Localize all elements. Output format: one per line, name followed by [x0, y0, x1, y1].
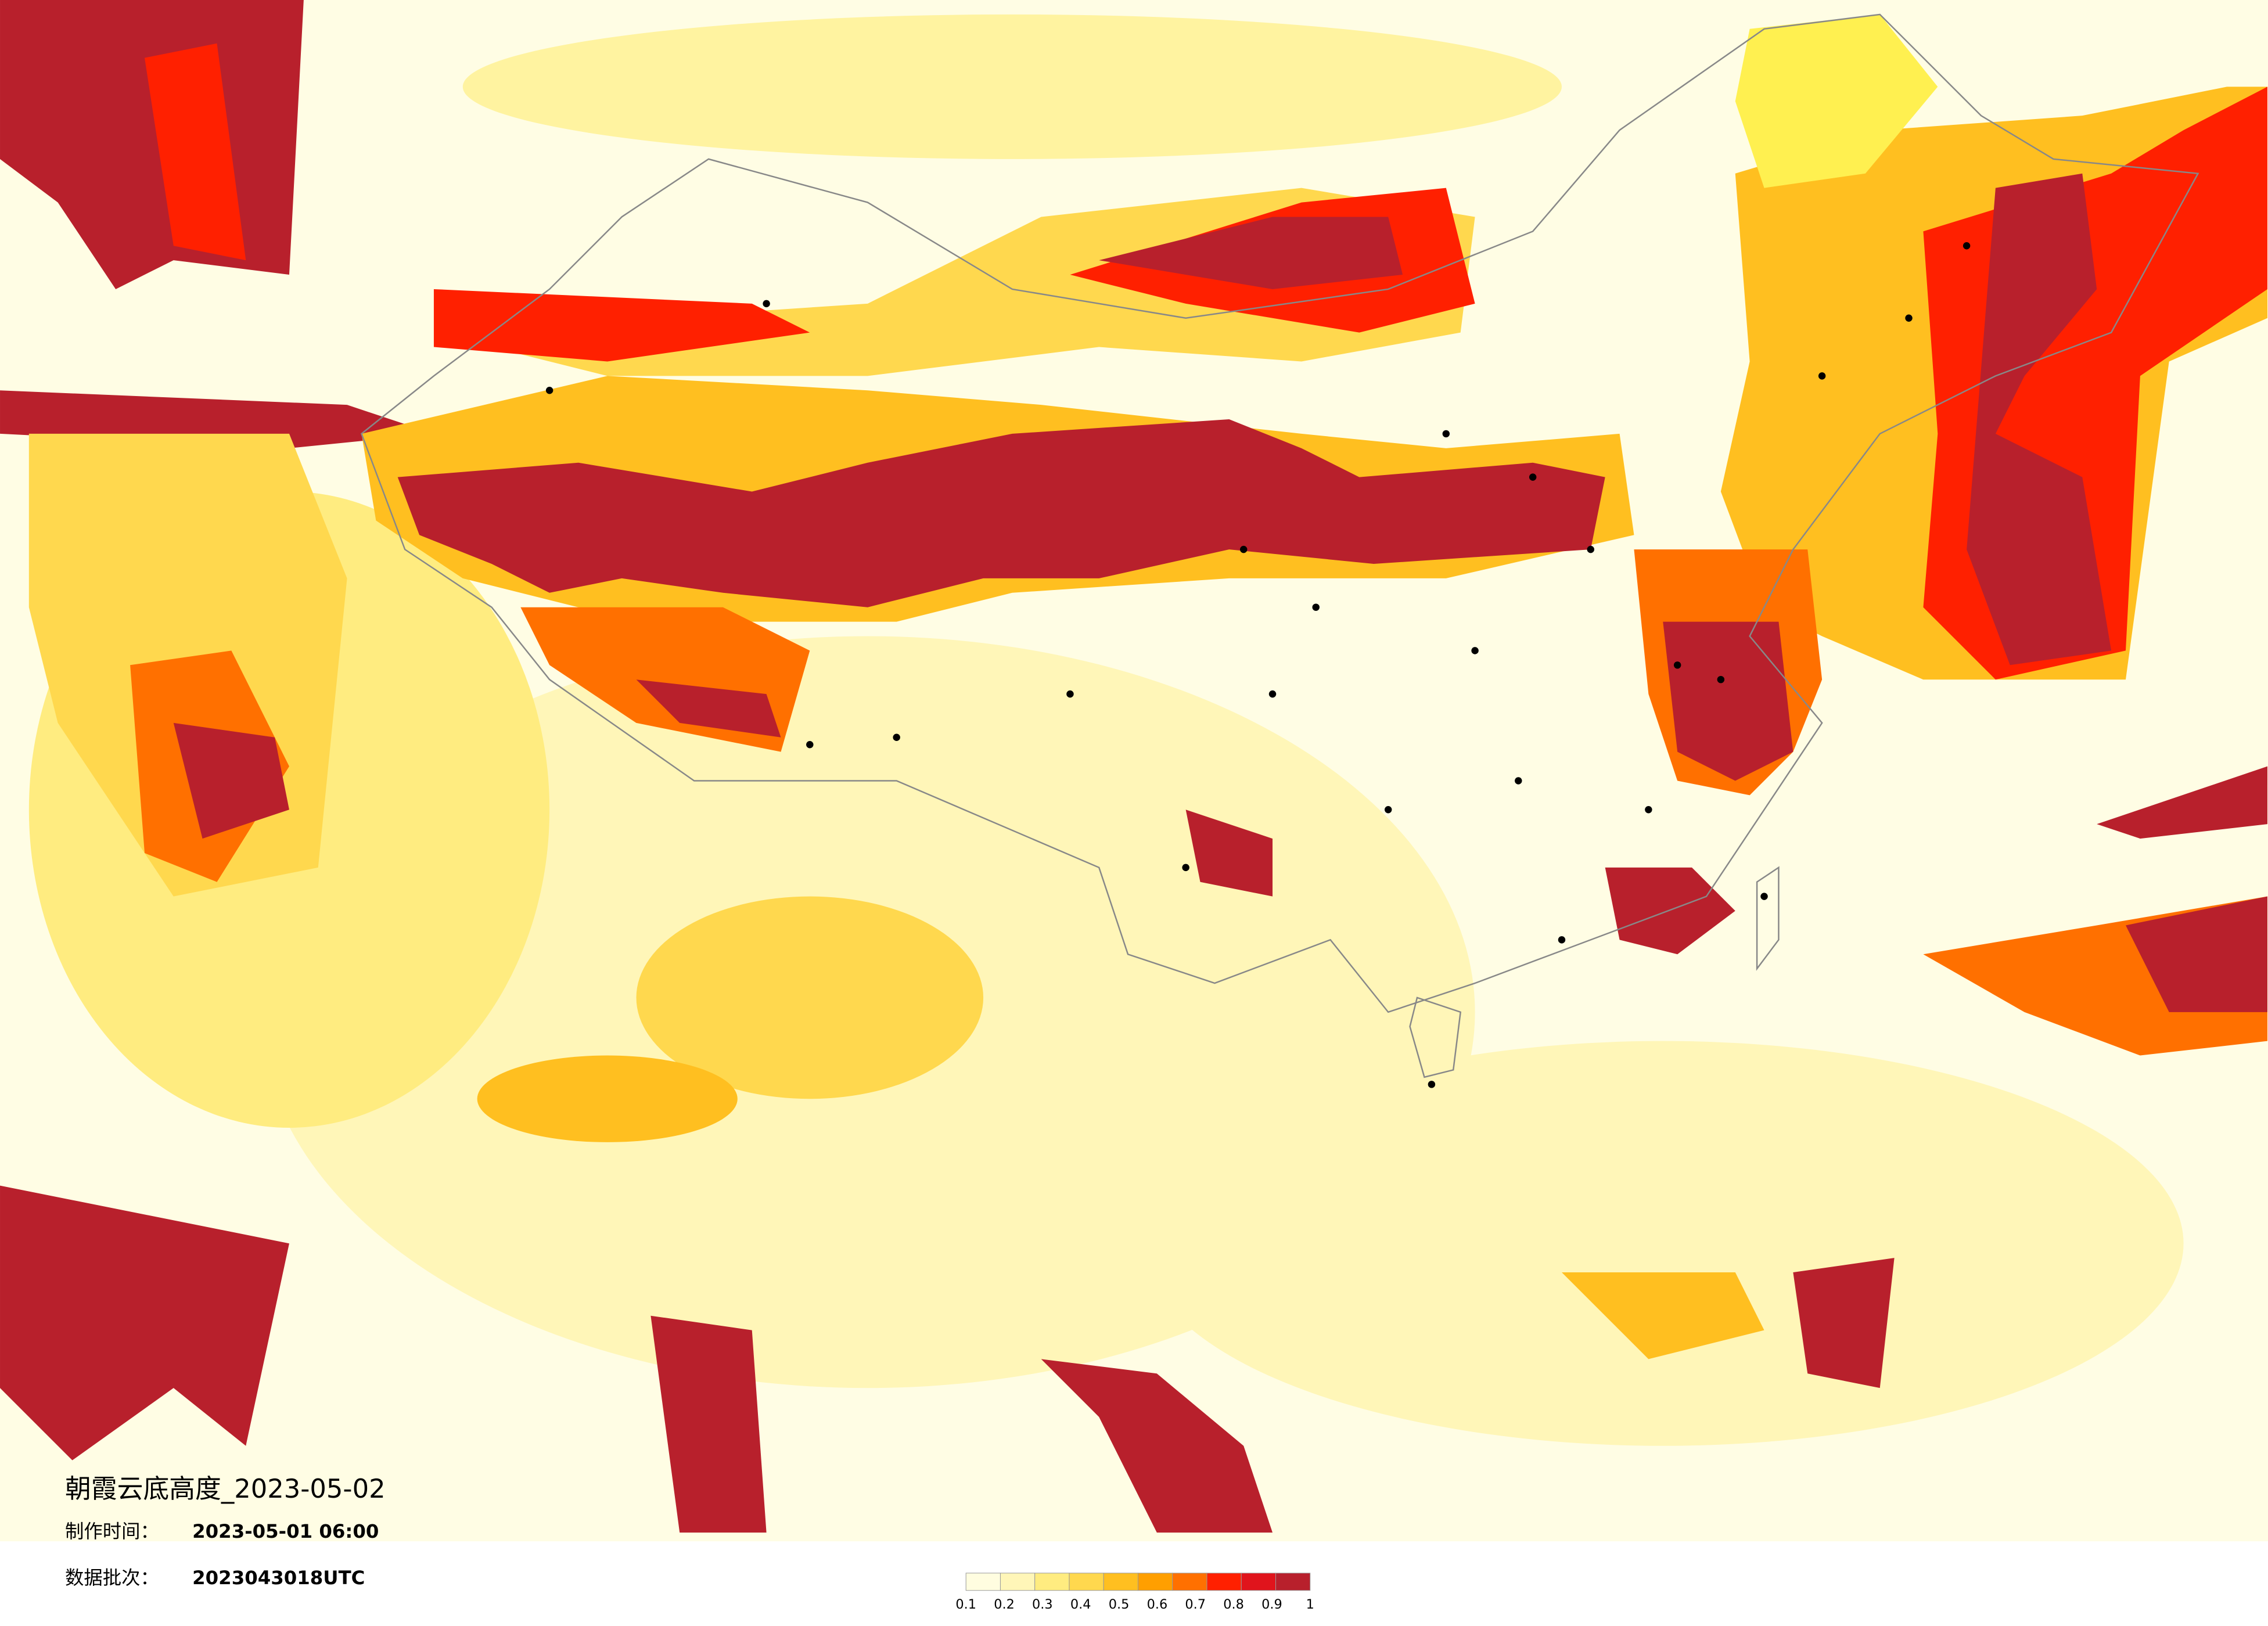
legend-swatch — [1241, 1573, 1276, 1591]
legend-swatch — [965, 1573, 1001, 1591]
made-label: 制作时间： — [65, 1520, 159, 1542]
legend-tick-label: 0.1 — [955, 1597, 976, 1612]
country-border — [360, 13, 2199, 1013]
legend-swatch — [1206, 1573, 1242, 1591]
legend-tick-label: 0.2 — [994, 1597, 1015, 1612]
legend-swatch — [1137, 1573, 1173, 1591]
legend-tick-label: 0.3 — [1032, 1597, 1053, 1612]
batch: 2023043018UTC — [192, 1567, 365, 1589]
legend-swatch — [1172, 1573, 1207, 1591]
legend-swatch — [1069, 1573, 1104, 1591]
legend-swatch — [1034, 1573, 1070, 1591]
made-time: 2023-05-01 06:00 — [192, 1520, 379, 1542]
legend-tick-label: 0.8 — [1223, 1597, 1244, 1612]
legend-swatch — [1275, 1573, 1311, 1591]
legend-tick-label: 0.4 — [1070, 1597, 1091, 1612]
legend-swatch — [1103, 1573, 1138, 1591]
city-dots — [545, 242, 1971, 1088]
batch-label: 数据批次： — [65, 1567, 159, 1589]
legend-swatch — [1000, 1573, 1036, 1591]
legend-tick-label: 1 — [1306, 1597, 1314, 1612]
legend-tick-label: 0.6 — [1147, 1597, 1168, 1612]
island-border — [1409, 866, 1780, 1078]
map-title: 朝霞云底高度_2023-05-02 — [65, 1473, 386, 1504]
legend-tick-label: 0.5 — [1109, 1597, 1130, 1612]
color-legend: 0.1 0.2 0.3 0.4 0.5 0.6 0.7 0.8 0.9 1 — [955, 1573, 1314, 1612]
legend-tick-label: 0.9 — [1261, 1597, 1282, 1612]
legend-tick-label: 0.7 — [1185, 1597, 1206, 1612]
cloud-field — [0, 0, 2267, 1533]
